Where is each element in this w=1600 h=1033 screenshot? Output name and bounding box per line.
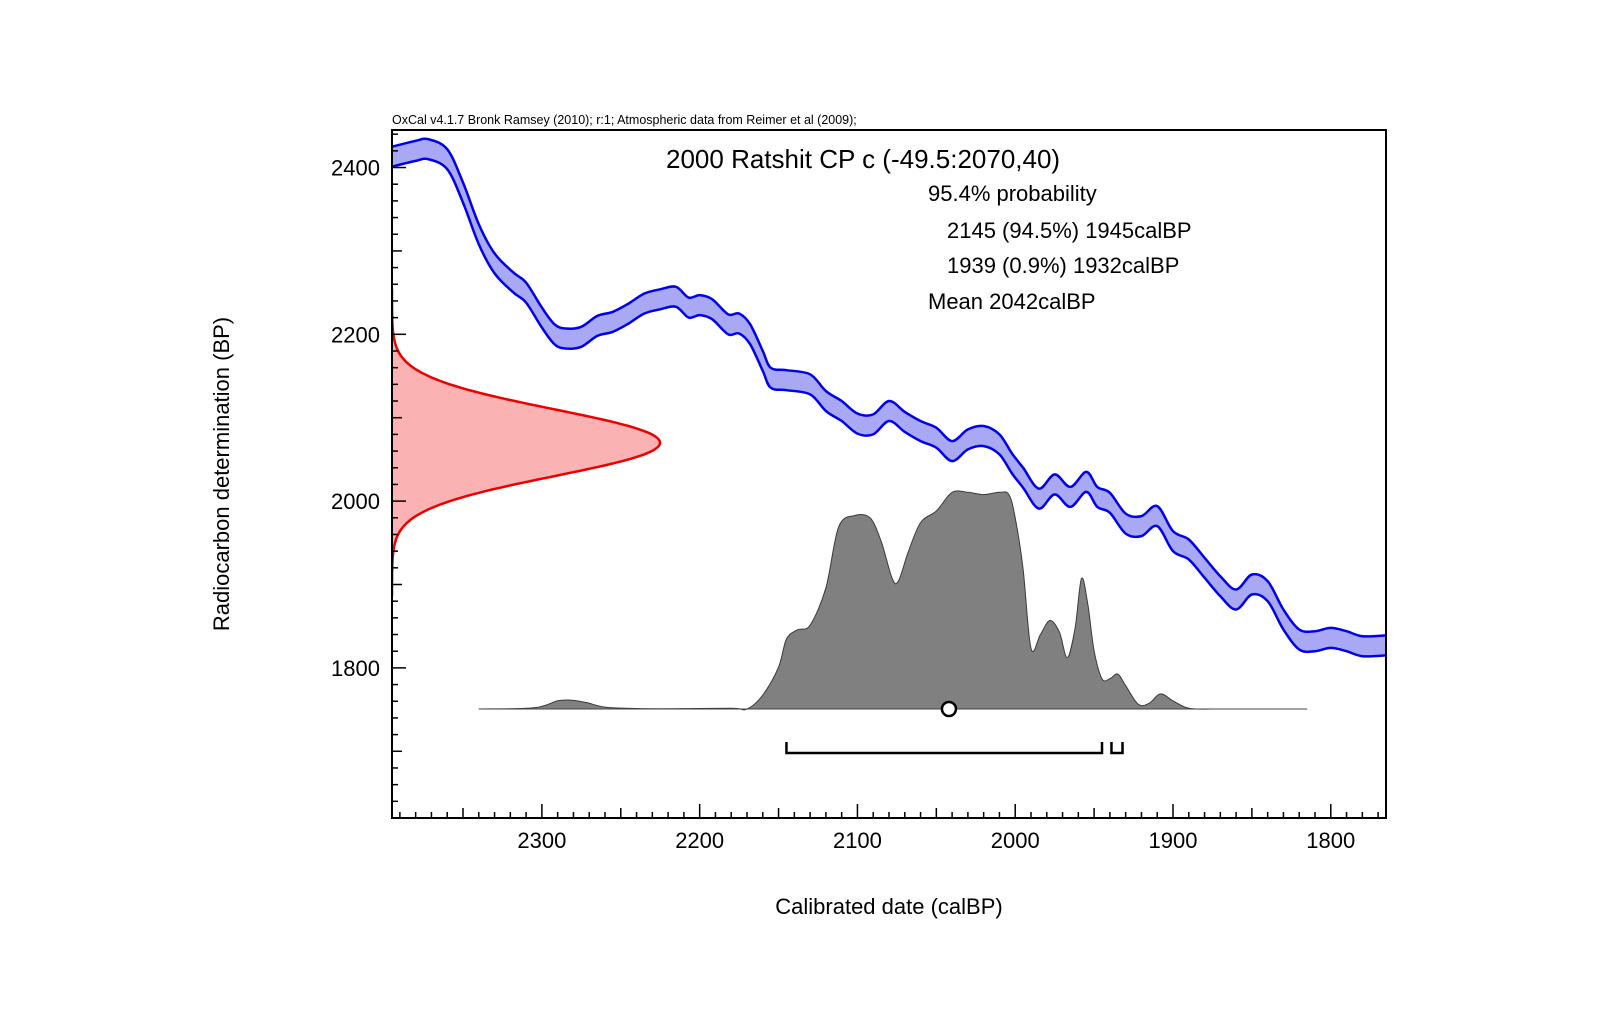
y-tick-label: 2200 (331, 322, 380, 347)
x-axis-title: Calibrated date (calBP) (775, 894, 1002, 919)
calibrated-distribution-fill (478, 490, 1308, 710)
x-tick-label: 1900 (1149, 828, 1198, 853)
calibrated-distribution-outline (478, 490, 1308, 711)
y-axis: 2400 2200 2000 1800 (331, 133, 406, 819)
y-tick-label: 2000 (331, 489, 380, 514)
oxcal-credit: OxCal v4.1.7 Bronk Ramsey (2010); r:1; A… (392, 113, 857, 127)
range-bracket-1 (785, 742, 1104, 755)
x-tick-label: 2000 (991, 828, 1040, 853)
range-label-2: 1939 (0.9%) 1932calBP (947, 253, 1179, 278)
x-axis: 2300 2200 2100 2000 1900 1800 (399, 804, 1379, 853)
y-axis-title: Radiocarbon determination (BP) (209, 317, 234, 631)
calibration-curve-lower-line (392, 157, 1386, 658)
x-tick-label: 2300 (517, 828, 566, 853)
x-tick-label: 2200 (675, 828, 724, 853)
y-tick-label: 1800 (331, 656, 380, 681)
probability-heading: 95.4% probability (928, 181, 1097, 206)
calibration-curve-band (392, 138, 1386, 657)
chart-title: 2000 Ratshit CP c (-49.5:2070,40) (666, 144, 1060, 174)
x-tick-label: 1800 (1306, 828, 1355, 853)
plot-area (392, 137, 1386, 755)
measurement-distribution-line (392, 289, 662, 597)
mean-label: Mean 2042calBP (928, 289, 1096, 314)
x-tick-label: 2100 (833, 828, 882, 853)
range-bracket-2 (1110, 742, 1124, 755)
mean-marker (940, 700, 958, 718)
range-label-1: 2145 (94.5%) 1945calBP (947, 218, 1192, 243)
calibration-curve-upper-line (392, 137, 1386, 638)
y-tick-label: 2400 (331, 156, 380, 181)
measurement-distribution-fill (392, 289, 660, 597)
